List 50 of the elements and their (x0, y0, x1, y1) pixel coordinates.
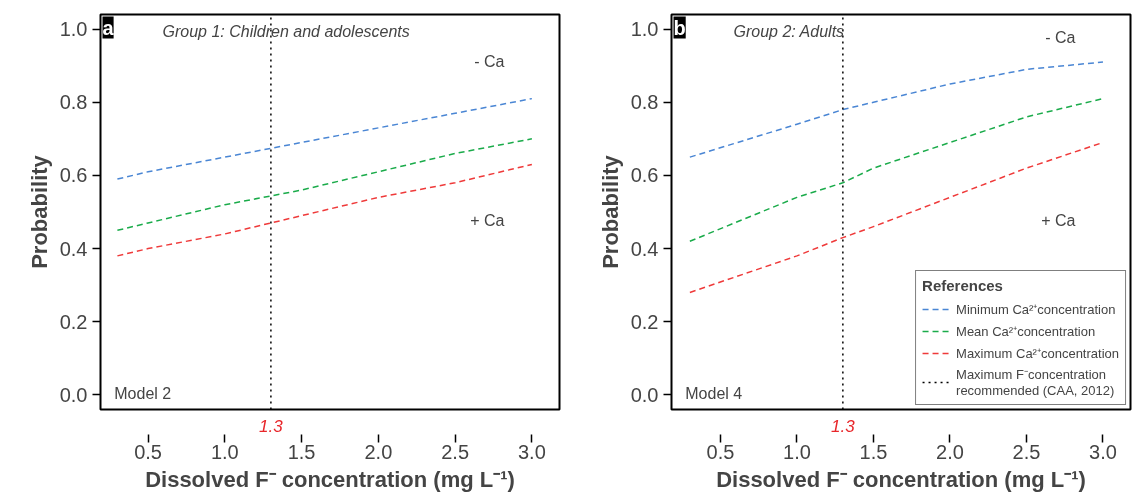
annotation: Maximum F⁻concentration recommended (CAA, 2012) (956, 366, 1115, 398)
x-tick-label: 1.0 (210, 440, 239, 463)
y-tick-label: 0.4 (630, 237, 659, 260)
legend-title: References (922, 277, 1004, 294)
y-tick-label: 0.2 (630, 310, 659, 333)
y-tick-label: 0.6 (59, 164, 88, 187)
line-series (689, 61, 1104, 158)
text: Group 2: Adults (733, 22, 845, 40)
x-tick-label: 0.5 (706, 440, 735, 463)
annotation: - Ca (474, 52, 505, 70)
y-tick-label: 0.0 (630, 383, 659, 406)
y-tick-label: 1.0 (630, 18, 659, 41)
x-tick-label: 1.5 (859, 440, 888, 463)
annotation: a (102, 16, 115, 39)
annotation: Model 4 (685, 384, 743, 402)
x-axis-title: Dissolved F⁻ concentration (mg L⁻¹) (145, 466, 515, 492)
x-tick-label: 1.0 (783, 440, 811, 463)
annotation: - Ca (1045, 29, 1076, 47)
legend-label: Minimum Ca²⁺concentration (956, 301, 1116, 318)
annotation: Model 2 (114, 384, 172, 402)
line-series (689, 97, 1104, 243)
ref-line-label: 1.3 (259, 416, 284, 436)
text: Group 1: Children and adolescents (162, 22, 410, 40)
x-tick-label: 2.5 (1012, 440, 1041, 463)
y-tick-label: 0.8 (59, 91, 88, 114)
y-axis-title: Probability (597, 154, 623, 269)
x-tick-label: 3.0 (517, 440, 546, 463)
legend-label: Maximum Ca²⁺concentration (956, 345, 1119, 362)
line-series (116, 163, 533, 257)
x-tick-label: 2.0 (936, 440, 964, 463)
x-axis-title: Dissolved F⁻ concentration (mg L⁻¹) (716, 466, 1086, 492)
x-tick-label: 3.0 (1089, 440, 1117, 463)
x-tick-label: 0.5 (134, 440, 162, 463)
y-axis-title: Probability (26, 154, 52, 269)
annotation: b (673, 16, 686, 39)
y-tick-label: 0.2 (59, 310, 88, 333)
ref-line-label: 1.3 (831, 416, 856, 436)
x-tick-label: 2.5 (441, 440, 470, 463)
legend-label: Mean Ca²⁺concentration (956, 323, 1096, 340)
line-series (116, 138, 533, 232)
y-tick-label: 0.4 (59, 237, 88, 260)
y-tick-label: 0.0 (59, 383, 88, 406)
line-series (116, 97, 533, 180)
x-tick-label: 2.0 (364, 440, 393, 463)
y-tick-label: 1.0 (59, 18, 88, 41)
annotation: + Ca (470, 212, 505, 229)
x-tick-label: 1.5 (287, 440, 316, 463)
y-tick-label: 0.8 (630, 91, 659, 114)
y-tick-label: 0.6 (630, 164, 659, 187)
annotation: + Ca (1041, 212, 1076, 229)
